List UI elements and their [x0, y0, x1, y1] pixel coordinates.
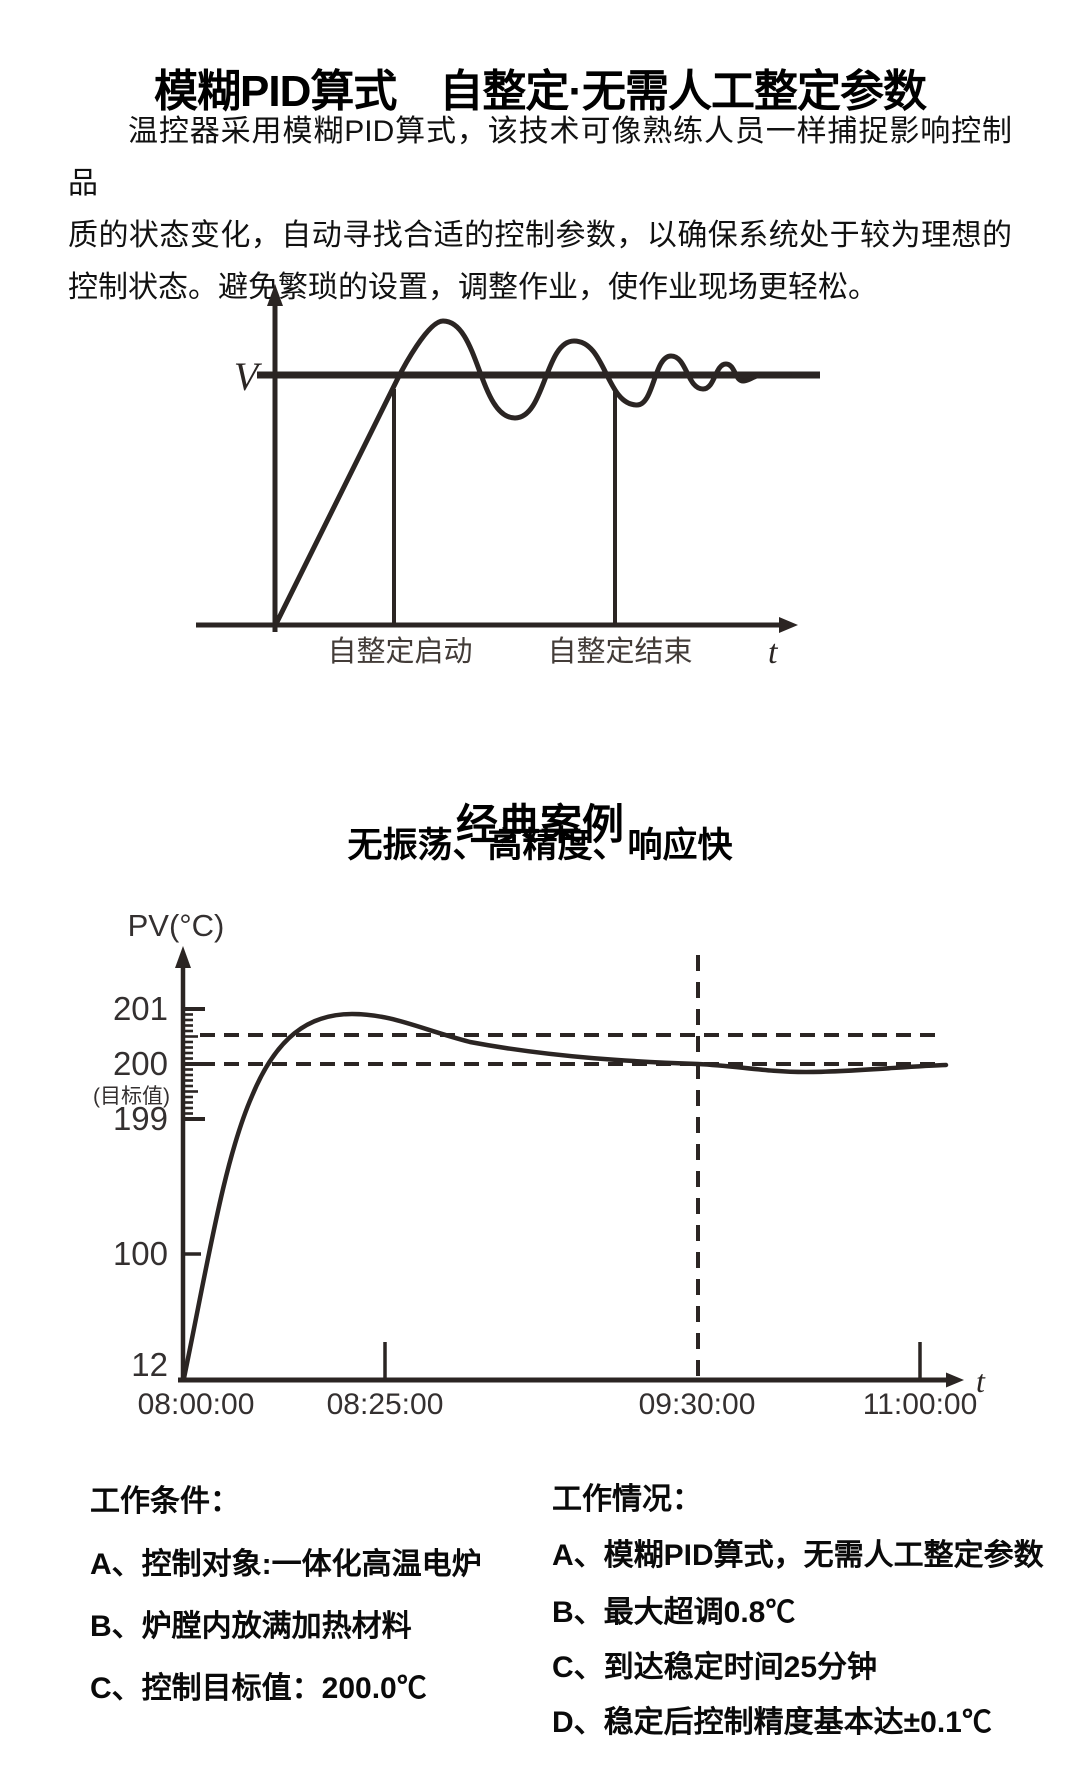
work-results-title: 工作情况： [552, 1483, 702, 1516]
pv-xlabel-0825: 08:25:00 [327, 1388, 444, 1421]
pv-ylabel-200: 200 [113, 1045, 168, 1082]
d1-y-axis-arrow-icon [267, 284, 283, 306]
d1-tuning-end-label: 自整定结束 [547, 635, 692, 668]
case-section-subtitle: 无振荡、高精度、响应快 [347, 826, 733, 865]
case-section-title: 经典案例 [455, 800, 624, 848]
work-conditions-title: 工作条件： [90, 1485, 240, 1518]
d1-tuning-start-label: 自整定启动 [327, 635, 472, 668]
intro-line-2: 质的状态变化，自动寻找合适的控制参数，以确保系统处于较为理想的 [68, 219, 1012, 252]
pv-xlabel-0800: 08:00:00 [138, 1388, 255, 1421]
pv-target-note: (目标值) [93, 1085, 170, 1108]
d1-y-axis-label: V [234, 354, 263, 399]
page-title: 模糊PID算式 自整定·无需人工整定参数 [154, 67, 927, 117]
pv-x-axis-arrow-icon [946, 1372, 964, 1388]
pv-chart: PV(°C) 201 200 (目标值) 199 100 12 08:00:00… [93, 908, 986, 1421]
pv-ylabel-12: 12 [131, 1346, 168, 1383]
intro-line-1: 温控器采用模糊PID算式，该技术可像熟练人员一样捕捉影响控制品 [68, 115, 1012, 200]
pv-curve [181, 1011, 949, 1381]
work-conditions-item-c: C、控制目标值：200.0℃ [90, 1672, 427, 1705]
intro-paragraph: 温控器采用模糊PID算式，该技术可像熟练人员一样捕捉影响控制品 质的状态变化，自… [68, 106, 1012, 314]
work-results-item-b: B、最大超调0.8℃ [552, 1596, 796, 1629]
work-results-item-a: A、模糊PID算式，无需人工整定参数 [552, 1539, 1044, 1572]
d1-x-axis-arrow-icon [779, 617, 798, 633]
work-results-item-d: D、稳定后控制精度基本达±0.1℃ [552, 1706, 992, 1739]
pv-xlabel-0930: 09:30:00 [639, 1388, 756, 1421]
d1-x-axis-label: t [768, 634, 779, 670]
self-tuning-diagram: V 自整定启动 自整定结束 t [196, 284, 820, 670]
work-conditions-item-b: B、炉膛内放满加热材料 [90, 1610, 412, 1643]
pv-ylabel-201: 201 [113, 990, 168, 1027]
pv-y-axis-label: PV(°C) [128, 908, 225, 943]
pv-x-axis-label: t [976, 1363, 986, 1399]
work-conditions-item-a: A、控制对象:一体化高温电炉 [90, 1548, 482, 1581]
pv-y-axis-arrow-icon [175, 946, 191, 968]
pv-ylabel-100: 100 [113, 1235, 168, 1272]
work-results-item-c: C、到达稳定时间25分钟 [552, 1651, 878, 1684]
intro-line-3: 控制状态。避免繁琐的设置，调整作业，使作业现场更轻松。 [68, 271, 878, 304]
pv-xlabel-1100: 11:00:00 [863, 1388, 978, 1421]
d1-response-curve [274, 318, 792, 625]
pv-ylabel-199: 199 [113, 1100, 168, 1137]
